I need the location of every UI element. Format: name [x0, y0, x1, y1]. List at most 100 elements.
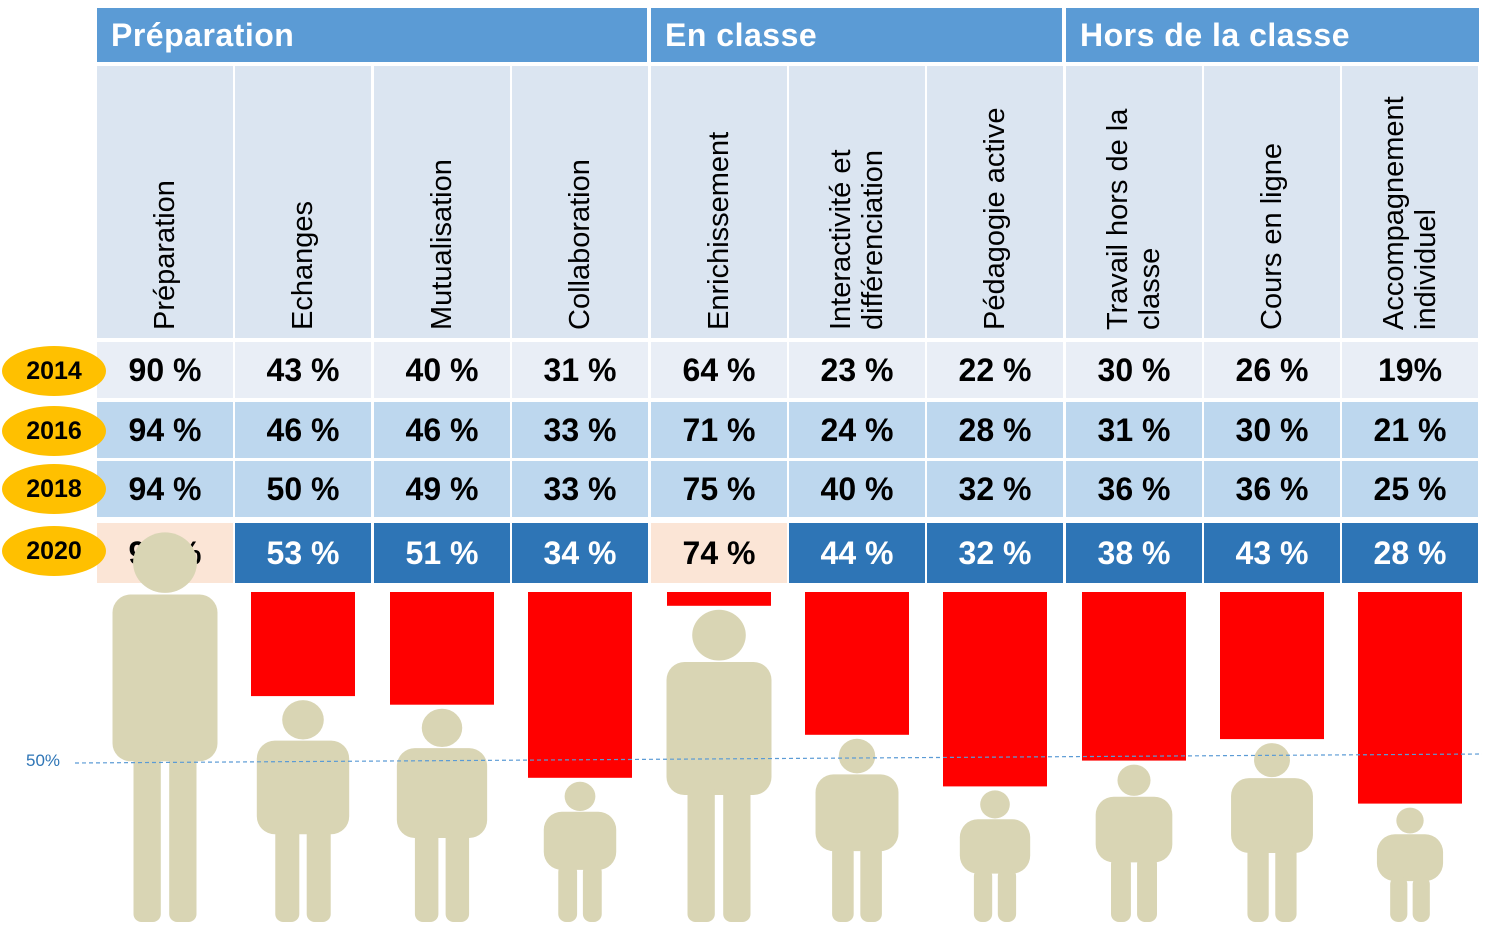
figure-head-6 [980, 790, 1010, 819]
figure-leg-5 [832, 843, 854, 922]
figure-body-8 [1231, 778, 1313, 854]
figure-body-1 [256, 740, 350, 835]
figure-head-5 [838, 738, 876, 774]
figure-body-5 [815, 774, 899, 852]
figure-leg-9 [1390, 876, 1408, 922]
value-cell-2014: 19% [1342, 342, 1478, 398]
bar-7 [1082, 592, 1186, 761]
figure-head-7 [1117, 764, 1151, 796]
figure-leg-7 [1137, 855, 1157, 922]
figure-body-2 [396, 748, 488, 839]
figure-leg-0 [133, 744, 161, 922]
value-cell-2018: 94 % [97, 461, 233, 517]
column-header-9: Accompagnement individuel [1342, 66, 1478, 338]
value-cell-2016: 28 % [927, 402, 1063, 458]
value-cell-2014: 26 % [1204, 342, 1340, 398]
value-cell-2016: 71 % [651, 402, 787, 458]
value-cell-2014: 64 % [651, 342, 787, 398]
value-cell-2020: 38 % [1066, 523, 1202, 583]
bar-1 [251, 592, 355, 697]
bar-6 [943, 592, 1047, 787]
figure-leg-0 [169, 744, 197, 922]
bar-9 [1358, 592, 1462, 804]
column-header-4: Enrichissement [651, 66, 787, 338]
column-header-5: Interactivité et différenciation [789, 66, 925, 338]
figure-leg-2 [445, 829, 470, 922]
year-badge-2020: 2020 [2, 526, 106, 576]
value-cell-2018: 49 % [374, 461, 510, 517]
value-cell-2016: 30 % [1204, 402, 1340, 458]
year-badge-2014: 2014 [2, 346, 106, 396]
value-cell-2014: 22 % [927, 342, 1063, 398]
figure-leg-1 [306, 824, 331, 922]
figure-leg-7 [1111, 855, 1131, 922]
value-cell-2014: 31 % [512, 342, 648, 398]
figure-leg-8 [1247, 845, 1269, 922]
reference-line-50 [74, 753, 1483, 764]
bar-5 [805, 592, 909, 735]
column-header-6: Pédagogie active [927, 66, 1063, 338]
value-cell-2020: 51 % [374, 523, 510, 583]
group-header-preparation: Préparation [97, 8, 647, 62]
figure-body-3 [543, 811, 617, 870]
bar-3 [528, 592, 632, 778]
figure-leg-6 [973, 868, 993, 922]
value-cell-2014: 23 % [789, 342, 925, 398]
figure-head-2 [421, 708, 463, 748]
value-cell-2018: 50 % [235, 461, 371, 517]
bar-4 [667, 592, 771, 606]
value-cell-2016: 46 % [374, 402, 510, 458]
value-cell-2018: 33 % [512, 461, 648, 517]
figure-body-0 [112, 594, 218, 762]
figure-leg-4 [723, 781, 751, 922]
value-cell-2016: 46 % [235, 402, 371, 458]
figure-head-9 [1396, 807, 1424, 834]
column-header-2: Mutualisation [374, 66, 510, 338]
value-cell-2018: 36 % [1066, 461, 1202, 517]
value-cell-2016: 24 % [789, 402, 925, 458]
group-header-en-classe: En classe [651, 8, 1062, 62]
value-cell-2018: 32 % [927, 461, 1063, 517]
value-cell-2020: 43 % [1204, 523, 1340, 583]
column-header-7: Travail hors de la classe [1066, 66, 1202, 338]
value-cell-2018: 75 % [651, 461, 787, 517]
value-cell-2014: 43 % [235, 342, 371, 398]
figure-leg-1 [275, 824, 300, 922]
value-cell-2018: 40 % [789, 461, 925, 517]
value-cell-2016: 21 % [1342, 402, 1478, 458]
year-badge-2018: 2018 [2, 464, 106, 514]
figure-leg-3 [558, 864, 578, 922]
figure-body-7 [1095, 796, 1173, 863]
column-header-3: Collaboration [512, 66, 648, 338]
value-cell-2014: 40 % [374, 342, 510, 398]
figure-leg-4 [687, 781, 715, 922]
column-header-8: Cours en ligne [1204, 66, 1340, 338]
figure-body-4 [666, 661, 772, 795]
figure-body-6 [959, 819, 1031, 874]
value-cell-2020: 28 % [1342, 523, 1478, 583]
figure-head-3 [564, 781, 596, 811]
value-cell-2020: 44 % [789, 523, 925, 583]
figure-leg-6 [997, 868, 1017, 922]
bar-2 [390, 592, 494, 705]
figure-leg-8 [1275, 845, 1297, 922]
figure-leg-9 [1412, 876, 1430, 922]
value-cell-2018: 25 % [1342, 461, 1478, 517]
year-badge-2016: 2016 [2, 406, 106, 456]
value-cell-2018: 36 % [1204, 461, 1340, 517]
value-cell-2014: 90 % [97, 342, 233, 398]
figure-leg-2 [414, 829, 439, 922]
figure-head-0 [133, 532, 197, 593]
figure-body-9 [1376, 834, 1444, 882]
value-cell-2020: 74 % [651, 523, 787, 583]
value-cell-2020: 34 % [512, 523, 648, 583]
column-header-0: Préparation [97, 66, 233, 338]
reference-50-label: 50% [26, 751, 61, 770]
value-cell-2020: 32 % [927, 523, 1063, 583]
value-cell-2016: 33 % [512, 402, 648, 458]
value-cell-2014: 30 % [1066, 342, 1202, 398]
value-cell-2016: 94 % [97, 402, 233, 458]
figure-leg-3 [582, 864, 602, 922]
bar-8 [1220, 592, 1324, 740]
